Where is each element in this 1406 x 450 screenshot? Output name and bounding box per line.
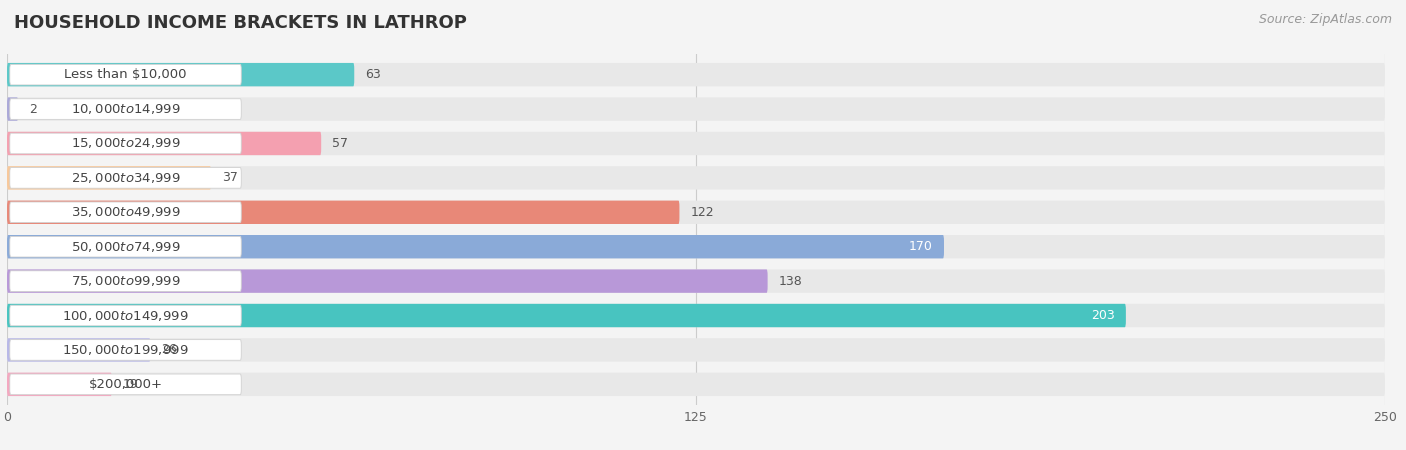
FancyBboxPatch shape bbox=[7, 304, 1126, 327]
FancyBboxPatch shape bbox=[7, 304, 1385, 327]
FancyBboxPatch shape bbox=[10, 167, 242, 188]
FancyBboxPatch shape bbox=[7, 63, 354, 86]
FancyBboxPatch shape bbox=[7, 373, 1385, 396]
FancyBboxPatch shape bbox=[10, 202, 242, 223]
Text: Source: ZipAtlas.com: Source: ZipAtlas.com bbox=[1258, 14, 1392, 27]
Text: 203: 203 bbox=[1091, 309, 1115, 322]
FancyBboxPatch shape bbox=[7, 235, 1385, 258]
FancyBboxPatch shape bbox=[7, 338, 1385, 362]
Text: 2: 2 bbox=[30, 103, 37, 116]
Text: $100,000 to $149,999: $100,000 to $149,999 bbox=[62, 309, 188, 323]
Text: $35,000 to $49,999: $35,000 to $49,999 bbox=[70, 205, 180, 219]
Text: 63: 63 bbox=[366, 68, 381, 81]
Text: 19: 19 bbox=[122, 378, 139, 391]
FancyBboxPatch shape bbox=[7, 270, 1385, 293]
FancyBboxPatch shape bbox=[10, 236, 242, 257]
FancyBboxPatch shape bbox=[10, 64, 242, 85]
Text: Less than $10,000: Less than $10,000 bbox=[65, 68, 187, 81]
FancyBboxPatch shape bbox=[7, 63, 1385, 86]
Text: $75,000 to $99,999: $75,000 to $99,999 bbox=[70, 274, 180, 288]
FancyBboxPatch shape bbox=[7, 97, 18, 121]
Text: $25,000 to $34,999: $25,000 to $34,999 bbox=[70, 171, 180, 185]
FancyBboxPatch shape bbox=[7, 132, 1385, 155]
FancyBboxPatch shape bbox=[10, 271, 242, 292]
Text: 57: 57 bbox=[332, 137, 349, 150]
FancyBboxPatch shape bbox=[10, 305, 242, 326]
Text: $50,000 to $74,999: $50,000 to $74,999 bbox=[70, 240, 180, 254]
FancyBboxPatch shape bbox=[10, 133, 242, 154]
FancyBboxPatch shape bbox=[7, 201, 679, 224]
Text: 26: 26 bbox=[162, 343, 177, 356]
FancyBboxPatch shape bbox=[7, 235, 943, 258]
Text: $15,000 to $24,999: $15,000 to $24,999 bbox=[70, 136, 180, 150]
Text: $10,000 to $14,999: $10,000 to $14,999 bbox=[70, 102, 180, 116]
Text: 122: 122 bbox=[690, 206, 714, 219]
Text: $150,000 to $199,999: $150,000 to $199,999 bbox=[62, 343, 188, 357]
FancyBboxPatch shape bbox=[7, 201, 1385, 224]
FancyBboxPatch shape bbox=[10, 99, 242, 119]
FancyBboxPatch shape bbox=[10, 340, 242, 360]
FancyBboxPatch shape bbox=[7, 338, 150, 362]
FancyBboxPatch shape bbox=[7, 97, 1385, 121]
FancyBboxPatch shape bbox=[7, 270, 768, 293]
Text: HOUSEHOLD INCOME BRACKETS IN LATHROP: HOUSEHOLD INCOME BRACKETS IN LATHROP bbox=[14, 14, 467, 32]
Text: 138: 138 bbox=[779, 274, 803, 288]
FancyBboxPatch shape bbox=[7, 373, 111, 396]
Text: 170: 170 bbox=[910, 240, 934, 253]
FancyBboxPatch shape bbox=[7, 132, 321, 155]
Text: $200,000+: $200,000+ bbox=[89, 378, 163, 391]
Text: 37: 37 bbox=[222, 171, 238, 184]
FancyBboxPatch shape bbox=[7, 166, 1385, 189]
FancyBboxPatch shape bbox=[10, 374, 242, 395]
FancyBboxPatch shape bbox=[7, 166, 211, 189]
